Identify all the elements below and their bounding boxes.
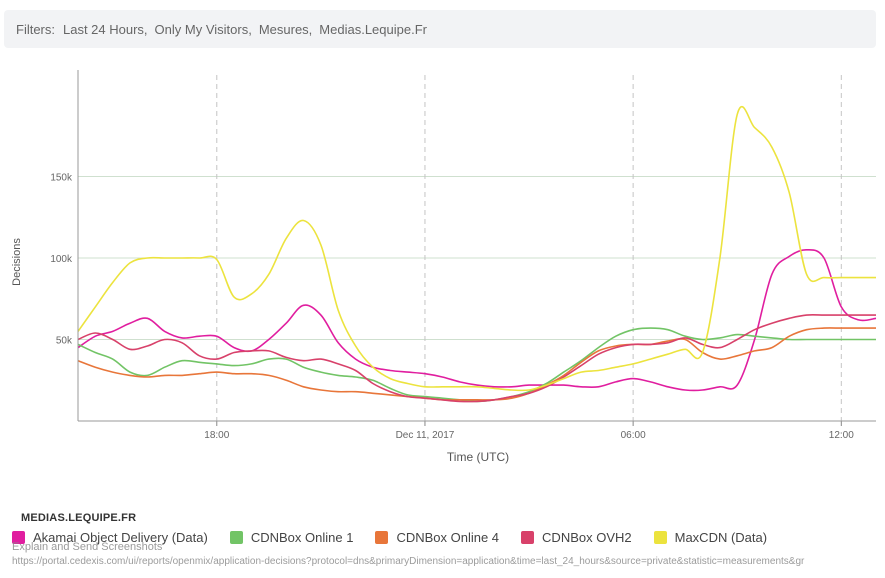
filter-application: Medias.Lequipe.Fr	[319, 21, 427, 37]
x-tick-label: 12:00	[829, 430, 854, 441]
legend-item-maxcdn-data[interactable]: MaxCDN (Data)	[653, 530, 768, 545]
x-tick-label: 06:00	[621, 430, 646, 441]
legend-item-cdnbox-ovh2[interactable]: CDNBox OVH2	[521, 530, 632, 545]
series-lines	[77, 105, 877, 403]
legend-label: CDNBox Online 4	[396, 530, 500, 545]
legend-swatch	[653, 531, 667, 544]
decisions-line-chart: 50k 100k 150k 18:00 Dec 11, 2017 06:00 12:00 T…	[11, 70, 877, 464]
x-axis-label: Time (UTC)	[447, 450, 509, 464]
y-tick-label: 100k	[50, 254, 73, 265]
chart-legend: Akamai Object Delivery (Data) CDNBox Onli…	[12, 530, 789, 545]
y-tick-label: 150k	[50, 173, 73, 184]
filters-label: Filters:	[16, 21, 55, 37]
y-tick-label: 50k	[56, 336, 73, 347]
legend-item-cdnbox-online-1[interactable]: CDNBox Online 1	[229, 530, 354, 545]
legend-label: Akamai Object Delivery (Data)	[33, 530, 208, 545]
series-line-maxcdn-data[interactable]	[77, 105, 876, 392]
x-tick-label: Dec 11, 2017	[396, 430, 455, 441]
legend-label: CDNBox Online 1	[250, 530, 354, 545]
grid-lines	[78, 75, 876, 421]
filter-measure: Mesures,	[258, 21, 313, 37]
x-tick-label: 18:00	[204, 430, 229, 441]
y-axis-label: Decisions	[11, 238, 23, 286]
legend-item-akamai-object-delivery-data[interactable]: Akamai Object Delivery (Data)	[12, 530, 208, 545]
filter-visitors: Only My Visitors,	[154, 21, 252, 37]
legend-title: MEDIAS.LEQUIPE.FR	[21, 512, 137, 524]
legend-swatch	[12, 531, 25, 544]
legend-swatch	[229, 531, 243, 544]
series-line-akamai-object-delivery-data[interactable]	[77, 248, 877, 392]
legend-swatch	[521, 531, 535, 544]
filter-time: Last 24 Hours,	[63, 21, 148, 37]
filter-bar[interactable]: Filters: Last 24 Hours, Only My Visitors…	[4, 10, 876, 48]
legend-label: MaxCDN (Data)	[674, 530, 768, 545]
series-line-cdnbox-online-4[interactable]	[77, 327, 876, 401]
series-line-cdnbox-ovh2[interactable]	[77, 314, 876, 403]
page-url: https://portal.cedexis.com/ui/reports/op…	[12, 556, 805, 567]
legend-item-cdnbox-online-4[interactable]: CDNBox Online 4	[375, 530, 499, 545]
legend-label: CDNBox OVH2	[542, 530, 632, 545]
legend-swatch	[375, 531, 389, 544]
axes: 50k 100k 150k 18:00 Dec 11, 2017 06:00 12:00	[50, 70, 876, 441]
explain-send-screenshots-link[interactable]: Explain and Send Screenshots	[12, 541, 163, 553]
